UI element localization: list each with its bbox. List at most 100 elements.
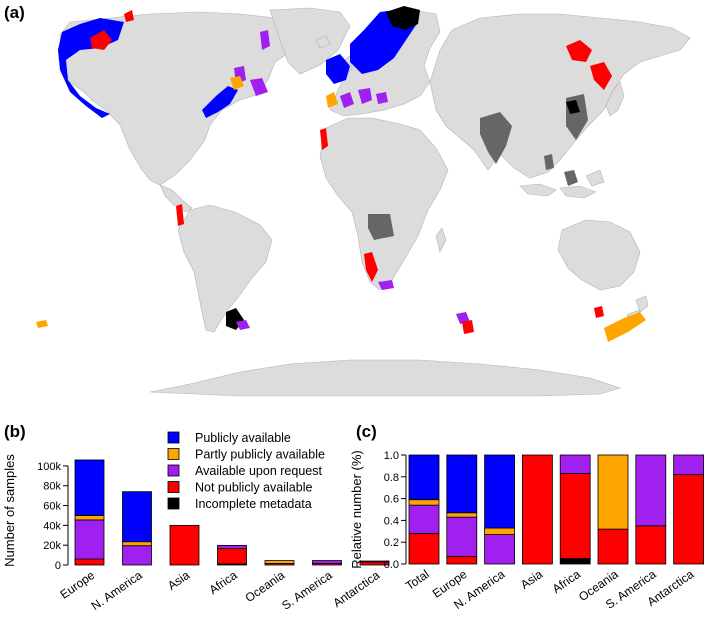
region-publicly-available-us-east	[202, 86, 238, 118]
chart-b-y-tick-label: 80k	[43, 481, 61, 493]
se-asia-islands	[519, 169, 605, 199]
chart-b-bar-segment-n-america-publicly-available	[122, 491, 152, 543]
chart-c-bar-segment-europe-partly-publicly-available	[446, 512, 478, 518]
chart-c-bar-segment-africa-not-publicly-available	[559, 473, 591, 559]
region-incomplete-korea	[566, 100, 580, 114]
legend-swatch	[167, 497, 180, 510]
chart-c-bar-segment-antarctica-available-upon-request	[673, 454, 704, 476]
central-america-landmass	[159, 184, 193, 213]
chart-b-category-label: S. America	[279, 568, 335, 613]
chart-b-category-label: N. America	[89, 568, 145, 613]
world-map	[36, 6, 691, 397]
angola-region	[368, 214, 394, 240]
chart-c-bar-segment-europe-publicly-available	[446, 454, 478, 514]
chart-b-y-axis-title: Number of samples	[2, 454, 17, 567]
chart-c-y-tick-label: 0.0	[384, 559, 399, 571]
chart-c-bar-segment-n-america-publicly-available	[484, 454, 516, 529]
chart-b-bar-segment-n-america-available-upon-request	[122, 545, 152, 566]
chart-c-y-tick-label: 0.6	[384, 494, 399, 506]
chart-b-bar-segment-europe-available-upon-request	[74, 519, 105, 560]
panel-b-label: (b)	[4, 422, 26, 441]
chart-b-bar-segment-s-america-available-upon-request	[312, 560, 342, 564]
chart-c-bar-segment-europe-available-upon-request	[446, 516, 478, 557]
chart-c-bar-segment-oceania-not-publicly-available	[597, 528, 629, 565]
chart-b-category-label: Europe	[57, 568, 97, 602]
chart-c-bar-segment-oceania-partly-publicly-available	[597, 454, 629, 530]
asia-landmass	[429, 13, 691, 179]
chart-b-category-label: Asia	[165, 568, 192, 593]
legend: Publicly available Partly publicly availa…	[167, 431, 325, 511]
legend-label: Available upon request	[195, 464, 322, 478]
chart-c-bar-segment-total-publicly-available	[408, 454, 440, 501]
region-not-public-indian-ocean	[462, 306, 604, 334]
chart-c-bar-segment-total-available-upon-request	[408, 504, 440, 534]
chart-c-y-axis-title: Relative number (%)	[349, 450, 364, 569]
region-request-europe	[234, 30, 270, 96]
australia-landmass	[557, 219, 641, 291]
chart-c-category-label: Total	[403, 567, 432, 593]
legend-swatch	[167, 481, 180, 493]
chart-c-y-tick-label: 0.2	[384, 537, 399, 549]
region-request-patagonia	[236, 312, 470, 330]
sea-region	[544, 154, 578, 186]
chart-b-bar-segment-africa-available-upon-request	[217, 544, 247, 550]
legend-swatch	[167, 448, 180, 460]
chart-b-bar-segment-europe-partly-publicly-available	[74, 515, 105, 521]
chart-c-bar-segment-africa-available-upon-request	[559, 454, 591, 474]
chart-b-y-tick-label: 60k	[43, 501, 61, 513]
chart-c-bar-segment-europe-not-publicly-available	[446, 555, 478, 565]
chart-c-bar-segment-africa-incomplete-metadata	[559, 558, 591, 565]
chart-c-bar-segment-s-america-not-publicly-available	[635, 525, 667, 565]
legend-label: Not publicly available	[195, 481, 312, 495]
chart-c-y-tick-label: 1.0	[384, 450, 399, 462]
chart-b-y-tick-label: 20k	[43, 540, 61, 552]
chart-c-bar-segment-s-america-available-upon-request	[635, 454, 667, 527]
chart-c-bar-segment-n-america-partly-publicly-available	[484, 527, 516, 535]
chart-c-y-tick-label: 0.8	[384, 472, 399, 484]
india-region	[480, 112, 512, 164]
region-incomplete-northern-russia	[386, 6, 420, 30]
legend-label: Publicly available	[195, 431, 291, 445]
chart-c: 0.0 0.2 0.4 0.6 0.8 1.0 Relative number (%) Tot…	[349, 450, 704, 612]
chart-b-bar-segment-asia-not-publicly-available	[169, 524, 200, 566]
chart-b-y-tick-label: 0	[55, 560, 61, 572]
region-not-public-chile	[176, 204, 184, 226]
chart-c-y-tick-label: 0.4	[384, 515, 399, 527]
legend-swatch	[167, 431, 180, 444]
chart-b-bar-segment-europe-publicly-available	[74, 459, 105, 516]
chart-b-bar-segment-n-america-partly-publicly-available	[122, 541, 152, 547]
region-not-public-africa-west	[320, 128, 378, 282]
chart-b-category-label: Africa	[207, 568, 240, 597]
chart-b-y-tick-label: 100k	[37, 461, 61, 473]
panel-c-label: (c)	[356, 422, 377, 441]
chart-b-y-tick-label: 40k	[43, 520, 61, 532]
antarctica-landmass	[149, 359, 621, 397]
japan-landmass	[605, 81, 625, 117]
chart-b-bar-segment-europe-not-publicly-available	[74, 558, 105, 566]
region-request-mediterranean	[340, 88, 388, 108]
chart-c-bar-segment-n-america-available-upon-request	[484, 534, 516, 565]
legend-swatch	[167, 464, 180, 477]
chart-c-bar-segment-total-not-publicly-available	[408, 533, 440, 565]
chart-b-bar-segment-antarctica-available-upon-request	[359, 560, 390, 563]
chart-c-bar-segment-total-partly-publicly-available	[408, 499, 440, 506]
legend-label: Incomplete metadata	[195, 497, 312, 511]
north-america-landmass	[59, 11, 311, 186]
region-request-south-africa	[378, 280, 394, 290]
south-america-landmass	[177, 204, 273, 333]
chart-c-bar-segment-antarctica-not-publicly-available	[673, 474, 704, 565]
region-partly-public-south-pacific	[36, 312, 646, 342]
region-partly-public-americas	[230, 76, 338, 108]
region-not-public-east-asia	[566, 40, 612, 90]
panel-a-label: (a)	[4, 3, 25, 22]
region-publicly-available-uk	[326, 54, 350, 84]
region-not-public-alaska	[90, 10, 134, 50]
africa-landmass	[319, 117, 449, 291]
chart-c-category-label: Asia	[518, 567, 545, 592]
greenland-landmass	[269, 7, 351, 75]
chart-b-bar-segment-africa-not-publicly-available	[217, 548, 247, 565]
chart-b-category-label: Antarctica	[330, 568, 382, 610]
legend-label: Partly publicly available	[195, 448, 325, 462]
chart-c-bar-segment-asia-not-publicly-available	[522, 454, 553, 565]
